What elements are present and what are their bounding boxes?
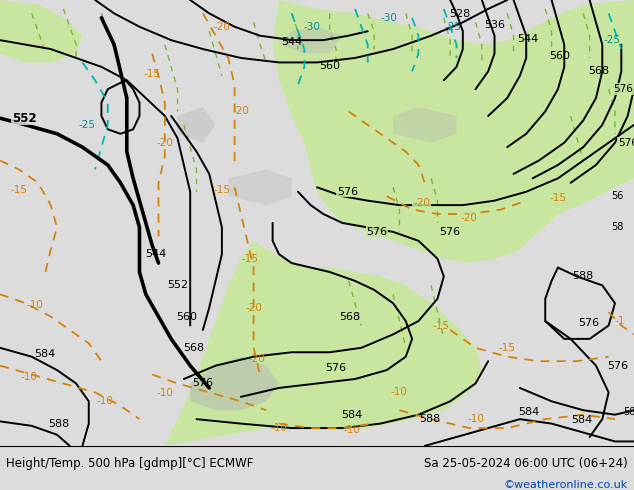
Text: 544: 544	[281, 37, 302, 48]
Text: -20: -20	[233, 106, 249, 117]
Text: 552: 552	[12, 112, 36, 124]
Text: -1: -1	[615, 316, 625, 326]
Polygon shape	[190, 357, 279, 410]
Text: -10: -10	[157, 388, 173, 398]
Text: 568: 568	[588, 66, 609, 76]
Text: 544: 544	[517, 34, 538, 44]
Text: 528: 528	[450, 9, 471, 19]
Text: ©weatheronline.co.uk: ©weatheronline.co.uk	[503, 480, 628, 490]
Text: 544: 544	[145, 249, 166, 259]
Text: Sa 25-05-2024 06:00 UTC (06+24): Sa 25-05-2024 06:00 UTC (06+24)	[424, 457, 628, 470]
Text: 560: 560	[319, 61, 340, 71]
Text: -20: -20	[214, 22, 230, 32]
Polygon shape	[165, 241, 482, 446]
Text: 576: 576	[439, 227, 461, 237]
Polygon shape	[279, 27, 342, 53]
Text: -20: -20	[413, 198, 430, 208]
Text: 536: 536	[484, 20, 506, 30]
Text: 576: 576	[613, 84, 633, 94]
Text: 576: 576	[618, 138, 634, 147]
Text: -20: -20	[245, 303, 262, 313]
Text: -15: -15	[144, 69, 160, 78]
Text: -10: -10	[467, 414, 484, 424]
Text: -25: -25	[445, 22, 462, 32]
Polygon shape	[273, 0, 634, 263]
Text: -25: -25	[79, 120, 96, 130]
Text: 568: 568	[339, 312, 361, 321]
Text: 584: 584	[34, 349, 55, 360]
Text: -15: -15	[550, 194, 566, 203]
Text: 576: 576	[607, 361, 628, 370]
Text: -20: -20	[157, 138, 173, 147]
Text: -30: -30	[304, 22, 320, 32]
Text: 560: 560	[549, 51, 571, 61]
Polygon shape	[393, 107, 456, 143]
Text: -10: -10	[391, 388, 408, 397]
Text: 58: 58	[611, 222, 623, 232]
Text: -15: -15	[432, 320, 449, 331]
Text: -10: -10	[20, 372, 37, 382]
Text: -20: -20	[249, 354, 265, 364]
Text: 588: 588	[48, 418, 69, 429]
Text: 576: 576	[192, 378, 214, 389]
Text: 58: 58	[623, 408, 634, 417]
Text: -15: -15	[242, 254, 259, 264]
Text: 576: 576	[337, 187, 358, 197]
Text: -15: -15	[499, 343, 515, 353]
Text: 584: 584	[518, 408, 540, 417]
Text: -25: -25	[604, 35, 620, 45]
Polygon shape	[178, 107, 216, 143]
Text: 552: 552	[167, 280, 188, 291]
Text: 584: 584	[341, 410, 363, 420]
Text: -10: -10	[344, 425, 360, 435]
Text: 588: 588	[573, 271, 594, 281]
Text: 56: 56	[611, 191, 623, 201]
Text: -10: -10	[96, 396, 113, 406]
Text: Height/Temp. 500 hPa [gdmp][°C] ECMWF: Height/Temp. 500 hPa [gdmp][°C] ECMWF	[6, 457, 254, 470]
Text: -10: -10	[27, 300, 43, 311]
Text: 584: 584	[571, 415, 593, 425]
Text: 576: 576	[325, 363, 347, 373]
Text: 576: 576	[578, 318, 599, 328]
Text: -20: -20	[461, 214, 477, 223]
Text: 560: 560	[176, 312, 198, 321]
Polygon shape	[228, 170, 292, 205]
Polygon shape	[0, 0, 82, 62]
Text: -30: -30	[381, 13, 398, 23]
Text: -10: -10	[271, 423, 287, 433]
Text: -15: -15	[11, 185, 27, 195]
Text: 568: 568	[183, 343, 204, 353]
Text: 588: 588	[419, 414, 441, 424]
Text: 576: 576	[366, 227, 388, 237]
Text: -15: -15	[214, 185, 230, 195]
